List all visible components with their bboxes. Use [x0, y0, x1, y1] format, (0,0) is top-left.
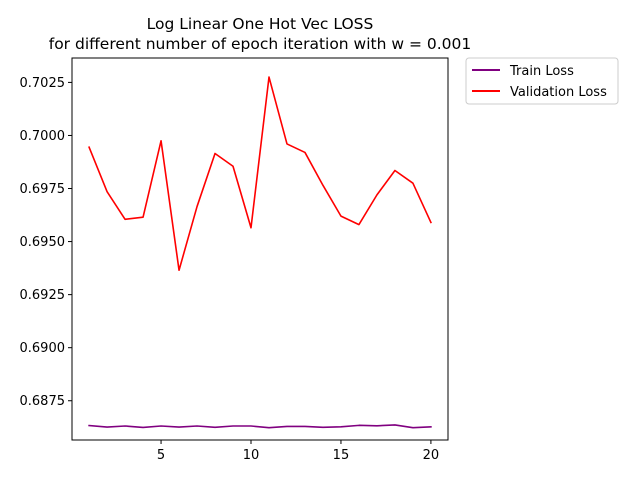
x-tick-label: 20 — [423, 448, 440, 463]
chart-subtitle: for different number of epoch iteration … — [49, 35, 472, 53]
y-axis: 0.6875 0.6900 0.6925 0.6950 0.6975 0.7000 0.70… — [20, 76, 72, 409]
series-line-0 — [88, 424, 432, 429]
x-tick-label: 15 — [333, 448, 350, 463]
y-tick-label: 0.6975 — [20, 182, 66, 197]
series-line-1 — [88, 76, 432, 272]
legend-validation-label: Validation Loss — [510, 85, 607, 100]
y-tick-label: 0.7000 — [20, 129, 66, 144]
y-tick-label: 0.6950 — [20, 235, 66, 250]
y-tick-label: 0.6900 — [20, 341, 66, 356]
legend-train-label: Train Loss — [509, 64, 574, 79]
x-axis: 5 10 15 20 — [157, 440, 439, 463]
y-tick-label: 0.6925 — [20, 288, 66, 303]
legend: Train Loss Validation Loss — [465, 57, 619, 105]
x-tick-label: 5 — [157, 448, 165, 463]
legend-box — [465, 57, 619, 105]
chart-title: Log Linear One Hot Vec LOSS — [147, 15, 374, 33]
plot-lines — [88, 76, 432, 429]
x-tick-label: 10 — [243, 448, 260, 463]
y-tick-label: 0.7025 — [20, 76, 66, 91]
y-tick-label: 0.6875 — [20, 394, 66, 409]
plot-frame — [71, 57, 449, 441]
